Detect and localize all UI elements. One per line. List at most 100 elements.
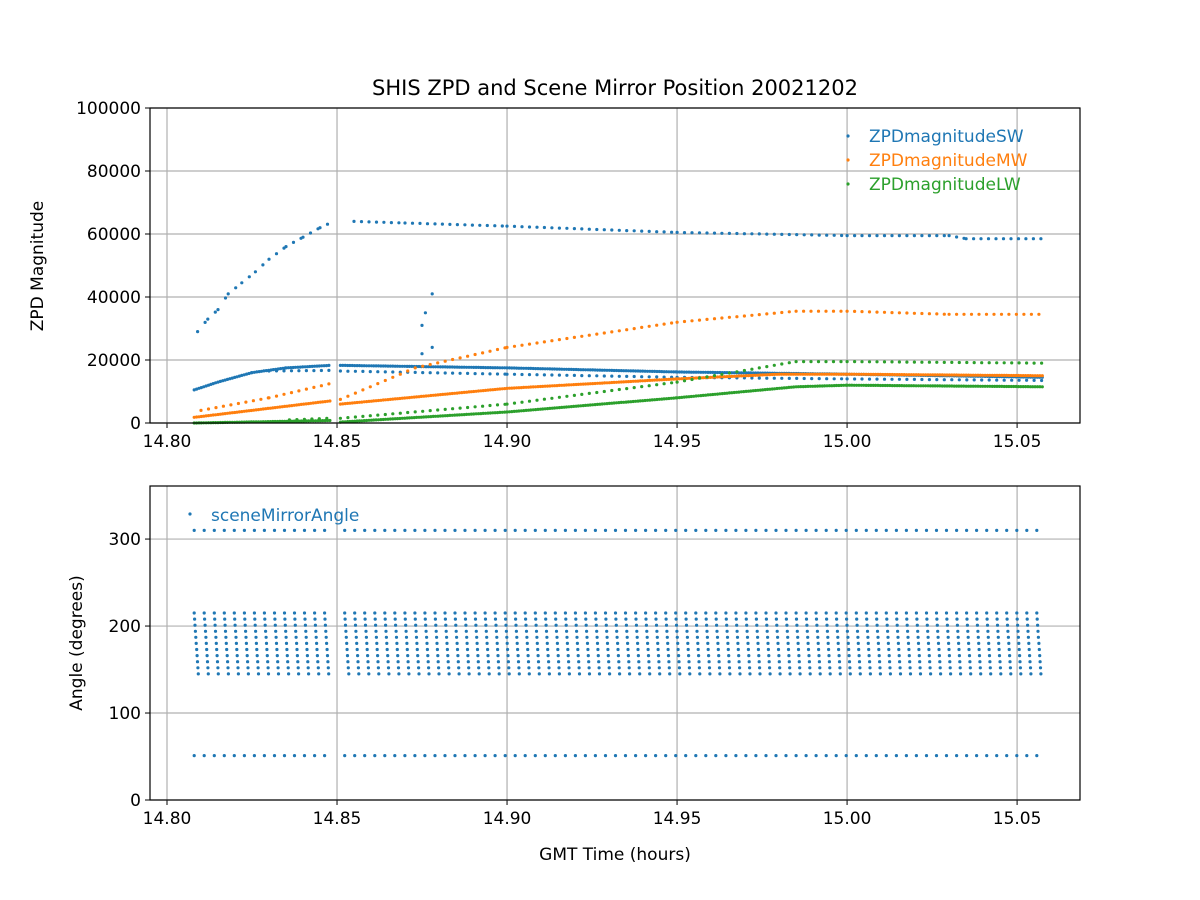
data-point-sceneMirrorAngle (244, 635, 248, 639)
data-point-sceneMirrorAngle (947, 654, 952, 658)
data-point-ZPDmagnitudeLW (820, 384, 824, 388)
data-point-ZPDmagnitudeMW (655, 378, 659, 382)
data-point-ZPDmagnitudeMW (705, 317, 709, 321)
data-point-ZPDmagnitudeSW (972, 378, 976, 382)
data-point-sceneMirrorAngle (293, 617, 297, 621)
data-point-ZPDmagnitudeMW (274, 394, 279, 398)
data-point-sceneMirrorAngle (896, 641, 901, 646)
data-point-sceneMirrorAngle (955, 754, 959, 758)
data-point-ZPDmagnitudeSW (720, 231, 724, 235)
data-point-ZPDmagnitudeSW (479, 365, 483, 370)
data-point-ZPDmagnitudeLW (924, 384, 928, 388)
data-point-ZPDmagnitudeLW (515, 409, 519, 413)
data-point-sceneMirrorAngle (363, 623, 368, 627)
data-point-sceneMirrorAngle (486, 647, 490, 652)
data-point-sceneMirrorAngle (845, 629, 850, 633)
data-point-ZPDmagnitudeSW (935, 378, 939, 382)
data-point-ZPDmagnitudeMW (839, 309, 843, 313)
data-point-sceneMirrorAngle (282, 611, 287, 615)
data-point-sceneMirrorAngle (624, 623, 629, 627)
data-point-ZPDmagnitudeLW (867, 360, 872, 364)
data-point-sceneMirrorAngle (575, 629, 579, 633)
data-point-sceneMirrorAngle (796, 635, 800, 639)
data-point-sceneMirrorAngle (604, 623, 608, 627)
data-point-sceneMirrorAngle (806, 641, 810, 646)
data-point-ZPDmagnitudeMW (481, 389, 485, 393)
data-point-sceneMirrorAngle (705, 623, 709, 627)
data-point-ZPDmagnitudeLW (787, 361, 791, 365)
data-point-ZPDmagnitudeLW (645, 398, 650, 402)
data-point-ZPDmagnitudeMW (472, 389, 476, 394)
data-point-sceneMirrorAngle (777, 660, 781, 664)
data-point-sceneMirrorAngle (695, 635, 700, 639)
data-point-ZPDmagnitudeSW (744, 371, 748, 375)
data-point-ZPDmagnitudeLW (466, 405, 470, 410)
data-point-sceneMirrorAngle (414, 635, 419, 639)
data-point-ZPDmagnitudeLW (505, 410, 509, 414)
data-point-sceneMirrorAngle (376, 660, 380, 664)
data-point-ZPDmagnitudeSW (787, 376, 791, 380)
data-point-ZPDmagnitudeMW (650, 378, 654, 382)
data-point-sceneMirrorAngle (1029, 672, 1033, 676)
data-point-sceneMirrorAngle (638, 672, 642, 676)
data-point-sceneMirrorAngle (425, 647, 429, 652)
data-point-ZPDmagnitudeLW (705, 375, 709, 379)
data-point-sceneMirrorAngle (868, 672, 873, 676)
data-point-ZPDmagnitudeMW (362, 400, 366, 404)
data-point-sceneMirrorAngle (657, 666, 661, 670)
data-point-sceneMirrorAngle (918, 666, 922, 670)
data-point-sceneMirrorAngle (316, 660, 320, 664)
data-point-sceneMirrorAngle (487, 672, 491, 676)
data-point-ZPDmagnitudeMW (1028, 374, 1032, 378)
data-point-sceneMirrorAngle (534, 617, 538, 621)
data-point-sceneMirrorAngle (406, 654, 410, 658)
data-point-sceneMirrorAngle (275, 647, 279, 652)
data-point-ZPDmagnitudeLW (624, 400, 628, 404)
data-point-ZPDmagnitudeLW (912, 360, 917, 364)
data-point-ZPDmagnitudeSW (289, 369, 294, 373)
data-point-sceneMirrorAngle (856, 635, 860, 639)
data-point-sceneMirrorAngle (674, 617, 678, 621)
data-point-ZPDmagnitudeSW (455, 223, 459, 227)
data-point-sceneMirrorAngle (697, 654, 701, 658)
data-point-sceneMirrorAngle (416, 654, 420, 658)
data-point-ZPDmagnitudeLW (839, 383, 843, 387)
data-point-ZPDmagnitudeSW (647, 229, 651, 233)
data-point-ZPDmagnitudeMW (757, 313, 761, 317)
data-point-ZPDmagnitudeLW (474, 412, 478, 416)
zpd-axes: 14.80 14.85 14.90 14.95 15.00 15.050200004000… (28, 76, 1081, 452)
data-point-sceneMirrorAngle (264, 641, 269, 646)
data-point-sceneMirrorAngle (226, 660, 230, 664)
data-point-sceneMirrorAngle (618, 672, 622, 676)
data-point-ZPDmagnitudeLW (730, 391, 734, 395)
data-point-sceneMirrorAngle (836, 641, 840, 646)
data-point-ZPDmagnitudeLW (978, 384, 983, 388)
data-point-ZPDmagnitudeMW (240, 410, 244, 414)
data-point-ZPDmagnitudeSW (610, 374, 614, 378)
data-point-sceneMirrorAngle (675, 629, 679, 633)
data-point-sceneMirrorAngle (715, 623, 719, 627)
data-point-sceneMirrorAngle (824, 754, 828, 758)
data-point-ZPDmagnitudeSW (667, 370, 671, 374)
data-point-sceneMirrorAngle (414, 629, 418, 633)
data-point-sceneMirrorAngle (483, 754, 487, 758)
data-point-sceneMirrorAngle (323, 528, 327, 533)
data-point-ZPDmagnitudeLW (927, 360, 932, 364)
data-point-ZPDmagnitudeLW (768, 387, 772, 391)
data-point-sceneMirrorAngle (443, 528, 447, 533)
data-point-ZPDmagnitudeLW (853, 360, 857, 364)
data-point-sceneMirrorAngle (714, 611, 718, 615)
data-point-ZPDmagnitudeMW (346, 394, 350, 398)
data-point-ZPDmagnitudeSW (579, 368, 583, 372)
data-point-ZPDmagnitudeSW (701, 370, 705, 374)
data-point-sceneMirrorAngle (327, 672, 331, 676)
data-point-sceneMirrorAngle (647, 666, 651, 670)
data-point-sceneMirrorAngle (1028, 666, 1033, 670)
data-point-sceneMirrorAngle (1039, 672, 1043, 676)
data-point-ZPDmagnitudeMW (448, 392, 452, 396)
data-point-ZPDmagnitudeLW (815, 384, 820, 388)
data-point-sceneMirrorAngle (294, 635, 298, 639)
data-point-sceneMirrorAngle (724, 611, 728, 615)
data-point-ZPDmagnitudeMW (969, 312, 974, 316)
data-point-ZPDmagnitudeSW (434, 365, 438, 369)
